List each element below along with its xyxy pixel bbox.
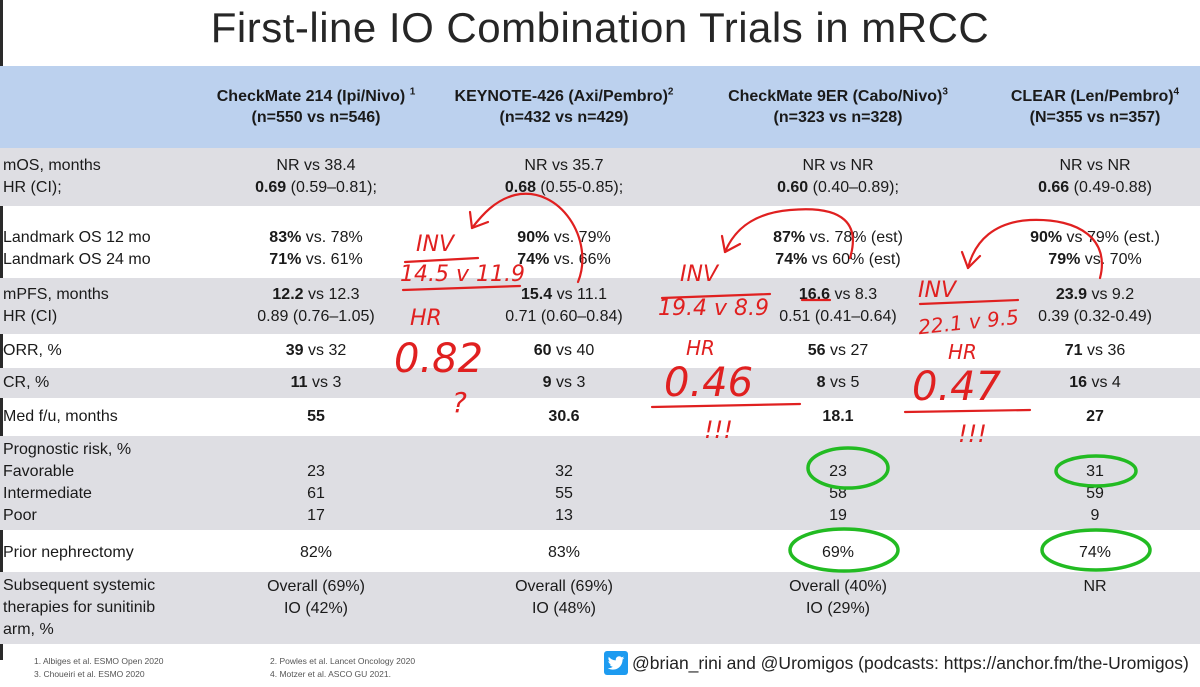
cell-mos-4: NR vs NR 0.66 (0.49-0.88) <box>1038 157 1152 196</box>
cell-subsequent-4: NR <box>1083 578 1107 595</box>
row-label: Prior nephrectomy <box>3 544 134 561</box>
cell-landmark-1: 83% vs. 78% 71% vs. 61% <box>269 229 363 268</box>
cell-orr-4: 71 vs 36 <box>1064 342 1126 359</box>
table-row-landmark: Landmark OS 12 mo Landmark OS 24 mo 83% v… <box>0 220 1200 278</box>
ink-hrv-1: 0.82 <box>394 336 484 382</box>
ink-ex-2: !!! <box>704 416 733 444</box>
ink-inv-3: INV <box>918 278 956 303</box>
twitter-icon <box>604 651 628 675</box>
table-row-pfs: mPFS, months HR (CI) 12.2 vs 12.3 0.89 (0… <box>0 278 1200 334</box>
ink-hr-2: HR <box>686 336 715 360</box>
cell-subsequent-2: Overall (69%) IO (48%) <box>515 578 613 617</box>
row-label: mOS, months HR (CI); <box>3 157 101 196</box>
table-header-row: CheckMate 214 (Ipi/Nivo) 1 (n=550 vs n=5… <box>0 66 1200 148</box>
ink-val-2: 19.4 v 8.9 <box>658 296 769 321</box>
cell-pfs-4: 23.9 vs 9.2 0.39 (0.32-0.49) <box>1038 286 1152 325</box>
cell-pfs-2: 15.4 vs 11.1 0.71 (0.60–0.84) <box>505 286 623 325</box>
cell-mos-3: NR vs NR 0.60 (0.40–0.89); <box>777 157 899 196</box>
table-row-mos: mOS, months HR (CI); NR vs 38.4 0.69 (0.59… <box>0 148 1200 206</box>
ink-hr-3: HR <box>948 340 977 364</box>
cell-cr-1: 11 vs 3 <box>290 374 342 391</box>
row-label: ORR, % <box>3 342 62 359</box>
footnote-4: 4. Motzer et al. ASCO GU 2021. <box>270 669 391 679</box>
ink-hrv-2: 0.46 <box>664 360 754 406</box>
table-row-risk: Prognostic risk, % Favorable Intermediate… <box>0 436 1200 530</box>
ink-val-1: 14.5 v 11.9 <box>400 262 525 287</box>
cell-nephrectomy-4: 74% <box>1078 544 1112 561</box>
cell-nephrectomy-1: 82% <box>299 544 333 561</box>
row-label: mPFS, months HR (CI) <box>3 286 109 325</box>
header-checkmate9er: CheckMate 9ER (Cabo/Nivo)3 (n=323 vs n=3… <box>728 86 948 126</box>
footnote-2: 2. Powles et al. Lancet Oncology 2020 <box>270 656 416 666</box>
row-label: Med f/u, months <box>3 408 118 425</box>
cell-landmark-4: 90% vs 79% (est.) 79% vs. 70% <box>1030 229 1160 268</box>
cell-cr-4: 16 vs 4 <box>1069 374 1121 391</box>
row-label: Subsequent systemic therapies for sunitin… <box>3 577 156 638</box>
table-row-nephrectomy: Prior nephrectomy 82% 83% 69% 74% <box>0 536 1200 570</box>
cell-risk-1: 23 61 17 <box>307 463 325 524</box>
cell-orr-3: 56 vs 27 <box>807 342 869 359</box>
header-clear: CLEAR (Len/Pembro)4 (N=355 vs n=357) <box>1010 86 1180 126</box>
cell-mos-1: NR vs 38.4 0.69 (0.59–0.81); <box>255 157 377 196</box>
ink-hrv-3: 0.47 <box>912 364 1002 410</box>
cell-risk-2: 32 55 13 <box>555 463 573 524</box>
ink-hr-1: HR <box>410 306 442 331</box>
cell-cr-2: 9 vs 3 <box>542 374 586 391</box>
cell-subsequent-3: Overall (40%) IO (29%) <box>789 578 887 617</box>
table-row-medfu: Med f/u, months 55 30.6 18.1 27 <box>0 400 1200 434</box>
row-label: CR, % <box>3 374 50 391</box>
row-label: Landmark OS 12 mo Landmark OS 24 mo <box>3 229 151 268</box>
cell-mos-2: NR vs 35.7 0.68 (0.55-0.85); <box>504 157 624 196</box>
cell-medfu-2: 30.6 <box>548 408 580 425</box>
cell-medfu-1: 55 <box>307 408 325 425</box>
ink-inv-1: INV <box>416 232 454 257</box>
ink-ex-3: !!! <box>958 420 987 448</box>
footnote-3: 3. Choueiri et al. ESMO 2020 <box>34 669 145 679</box>
cell-medfu-3: 18.1 <box>822 408 854 425</box>
credit-line: @brian_rini and @Uromigos (podcasts: htt… <box>604 651 1189 675</box>
table-row-cr: CR, % 11 vs 3 9 vs 3 8 vs 5 16 vs 4 <box>0 368 1200 398</box>
table-row-subsequent: Subsequent systemic therapies for sunitin… <box>0 572 1200 644</box>
cell-nephrectomy-3: 69% <box>821 544 855 561</box>
ink-q-1: ? <box>452 386 467 419</box>
header-keynote426: KEYNOTE-426 (Axi/Pembro)2 (n=432 vs n=42… <box>454 86 674 126</box>
cell-nephrectomy-2: 83% <box>547 544 581 561</box>
cell-orr-1: 39 vs 32 <box>285 342 347 359</box>
ink-inv-2: INV <box>680 262 718 287</box>
cell-pfs-3: 16.6 vs 8.3 0.51 (0.41–0.64) <box>779 286 897 325</box>
cell-subsequent-1: Overall (69%) IO (42%) <box>267 578 365 617</box>
cell-cr-3: 8 vs 5 <box>816 374 860 391</box>
cell-orr-2: 60 vs 40 <box>533 342 595 359</box>
slide-title: First-line IO Combination Trials in mRCC <box>210 4 990 51</box>
table-row-orr: ORR, % 39 vs 32 60 vs 40 56 vs 27 71 vs … <box>0 336 1200 366</box>
row-label: Prognostic risk, % Favorable Intermediate… <box>3 441 132 524</box>
footnote-1: 1. Albiges et al. ESMO Open 2020 <box>34 656 164 666</box>
header-checkmate214: CheckMate 214 (Ipi/Nivo) 1 (n=550 vs n=5… <box>216 86 416 126</box>
cell-pfs-1: 12.2 vs 12.3 0.89 (0.76–1.05) <box>257 286 375 325</box>
credit-text: @brian_rini and @Uromigos (podcasts: htt… <box>632 652 1189 673</box>
cell-landmark-3: 87% vs. 78% (est) 74% vs 60% (est) <box>773 229 903 268</box>
cell-medfu-4: 27 <box>1086 408 1104 425</box>
